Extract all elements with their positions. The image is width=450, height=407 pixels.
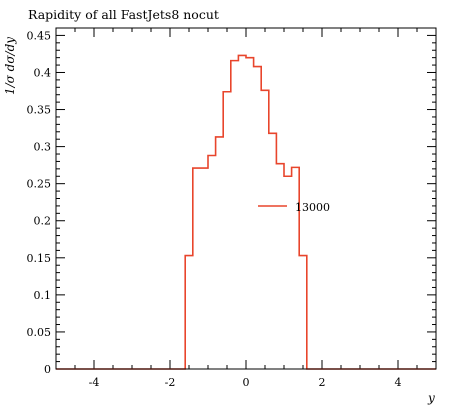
chart-title: Rapidity of all FastJets8 nocut	[28, 7, 219, 22]
series-line-13000	[56, 54, 436, 370]
x-axis-label: y	[427, 391, 435, 405]
y-tick-label: 0.3	[34, 141, 52, 154]
y-tick-label: 0	[44, 363, 51, 376]
series-layer	[56, 54, 436, 370]
legend-label: 13000	[295, 201, 330, 214]
y-tick-label: 0.05	[27, 326, 52, 339]
y-tick-label: 0.1	[34, 289, 52, 302]
y-tick-label: 0.35	[27, 104, 52, 117]
y-axis-label: 1/σ dσ/dy	[3, 37, 17, 95]
y-tick-label: 0.25	[27, 178, 52, 191]
x-tick-label: 0	[243, 376, 250, 389]
legend: 13000	[258, 201, 330, 214]
x-tick-label: -4	[89, 376, 100, 389]
y-tick-label: 0.15	[27, 252, 52, 265]
y-tick-label: 0.45	[27, 29, 52, 42]
axis-ticks: -4 -2 0 2 4 0 0.05 0.1 0.15 0.2 0.25 0.3 0.35 0.4 0.45	[27, 27, 437, 389]
x-tick-label: -2	[165, 376, 176, 389]
x-tick-label: 4	[395, 376, 402, 389]
plot-frame	[55, 27, 437, 370]
y-tick-label: 0.4	[34, 66, 52, 79]
x-tick-label: 2	[319, 376, 326, 389]
y-tick-label: 0.2	[34, 215, 52, 228]
